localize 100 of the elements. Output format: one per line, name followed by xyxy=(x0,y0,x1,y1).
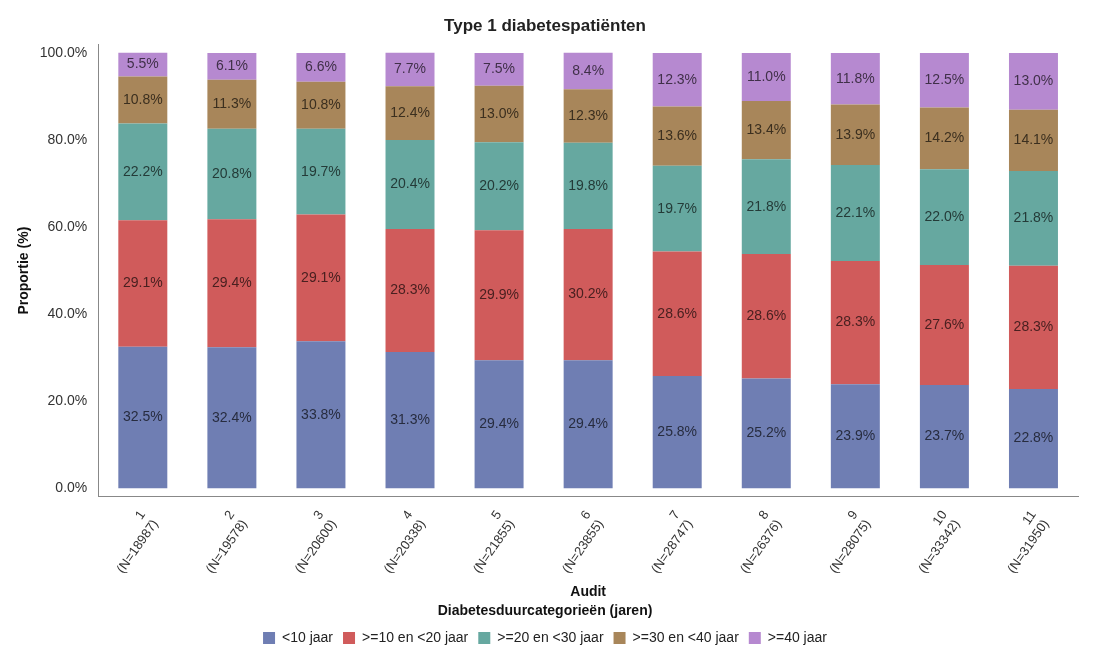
bar xyxy=(830,53,880,105)
bar xyxy=(830,164,880,262)
data-label: 5.5% xyxy=(126,55,159,72)
y-axis-title: Proportie (%) xyxy=(15,226,32,315)
data-label: 6.6% xyxy=(304,58,337,75)
data-label: 22.2% xyxy=(122,162,163,179)
data-label: 19.8% xyxy=(568,176,608,193)
data-label: 12.4% xyxy=(390,104,430,120)
data-label: 28.3% xyxy=(390,281,430,298)
data-label: 6.1% xyxy=(215,57,248,74)
data-label: 8.4% xyxy=(572,61,605,78)
data-label: 29.4% xyxy=(479,415,519,432)
bar xyxy=(1008,53,1058,110)
bar xyxy=(563,89,613,143)
legend-label: >=40 jaar xyxy=(767,628,828,645)
bar xyxy=(118,76,168,124)
bar xyxy=(741,100,791,160)
data-label: 23.7% xyxy=(924,427,965,444)
chart-title: Type 1 diabetespatiënten xyxy=(444,15,646,35)
bar xyxy=(118,123,168,221)
bar xyxy=(830,104,880,165)
data-label: 29.1% xyxy=(301,268,341,285)
data-label: 12.5% xyxy=(924,71,965,88)
bar xyxy=(741,254,791,379)
bar xyxy=(563,360,613,489)
data-label: 14.2% xyxy=(924,129,965,146)
bar xyxy=(1008,388,1058,489)
legend-label: <10 jaar xyxy=(282,628,334,645)
data-label: 7.5% xyxy=(483,60,516,77)
data-label: 25.2% xyxy=(746,424,787,441)
data-label: 10.8% xyxy=(122,90,163,107)
data-label: 10.8% xyxy=(301,96,341,113)
data-label: 28.3% xyxy=(1013,318,1054,335)
data-label: 19.7% xyxy=(657,199,698,216)
data-label: 33.8% xyxy=(301,405,341,422)
data-label: 29.4% xyxy=(568,415,608,432)
data-label: 28.6% xyxy=(746,307,787,324)
bar xyxy=(919,385,969,489)
bar xyxy=(385,140,435,229)
data-label: 20.4% xyxy=(390,175,430,192)
bar xyxy=(652,251,702,376)
data-label: 11.0% xyxy=(746,67,786,84)
x-axis-title: Audit xyxy=(570,582,607,599)
bar xyxy=(741,378,791,489)
bar xyxy=(1008,109,1058,172)
bar xyxy=(919,53,969,108)
data-label: 29.4% xyxy=(212,274,252,291)
bar xyxy=(474,142,524,231)
bar xyxy=(1008,171,1058,266)
bar xyxy=(118,220,168,347)
data-label: 13.6% xyxy=(657,127,698,144)
data-label: 13.0% xyxy=(1013,72,1054,89)
data-label: 22.1% xyxy=(835,203,876,220)
bar xyxy=(207,347,257,489)
bar xyxy=(385,86,435,141)
data-label: 12.3% xyxy=(657,70,698,87)
bar xyxy=(474,360,524,489)
legend-label: >=20 en <30 jaar xyxy=(497,628,604,645)
bar xyxy=(385,228,435,353)
y-tick-label: 60.0% xyxy=(47,218,88,234)
bar xyxy=(207,79,257,129)
data-label: 11.8% xyxy=(836,69,875,86)
bar xyxy=(207,219,257,348)
bar xyxy=(741,53,791,101)
data-label: 30.2% xyxy=(568,285,608,302)
legend-title: Diabetesduurcategorieën (jaren) xyxy=(437,602,653,619)
bar xyxy=(118,346,168,489)
bar xyxy=(296,214,346,342)
data-label: 13.0% xyxy=(479,104,519,121)
y-tick-label: 100.0% xyxy=(39,43,88,60)
bar xyxy=(385,352,435,489)
bar xyxy=(830,261,880,385)
bar xyxy=(652,106,702,166)
bar xyxy=(919,169,969,265)
bar xyxy=(563,142,613,229)
y-tick-label: 40.0% xyxy=(47,305,88,322)
bar xyxy=(296,341,346,489)
data-label: 13.9% xyxy=(835,125,876,142)
data-label: 32.4% xyxy=(212,408,252,425)
data-label: 32.5% xyxy=(122,408,163,425)
data-label: 21.8% xyxy=(1013,209,1054,226)
data-label: 19.7% xyxy=(301,162,341,179)
bar xyxy=(474,85,524,143)
bar xyxy=(474,230,524,361)
bar xyxy=(385,52,435,87)
data-label: 29.9% xyxy=(479,286,519,303)
data-label: 28.6% xyxy=(657,304,698,321)
data-label: 20.2% xyxy=(479,177,519,194)
bar xyxy=(207,128,257,220)
legend-label: >=30 en <40 jaar xyxy=(632,628,740,645)
bar xyxy=(474,53,524,86)
bar xyxy=(652,53,702,107)
data-label: 14.1% xyxy=(1013,131,1054,148)
data-label: 22.8% xyxy=(1013,429,1054,446)
data-label: 12.3% xyxy=(568,106,608,123)
data-label: 20.8% xyxy=(212,164,252,181)
bar xyxy=(830,384,880,489)
bar xyxy=(296,81,346,129)
bar xyxy=(652,375,702,489)
bar xyxy=(919,107,969,170)
